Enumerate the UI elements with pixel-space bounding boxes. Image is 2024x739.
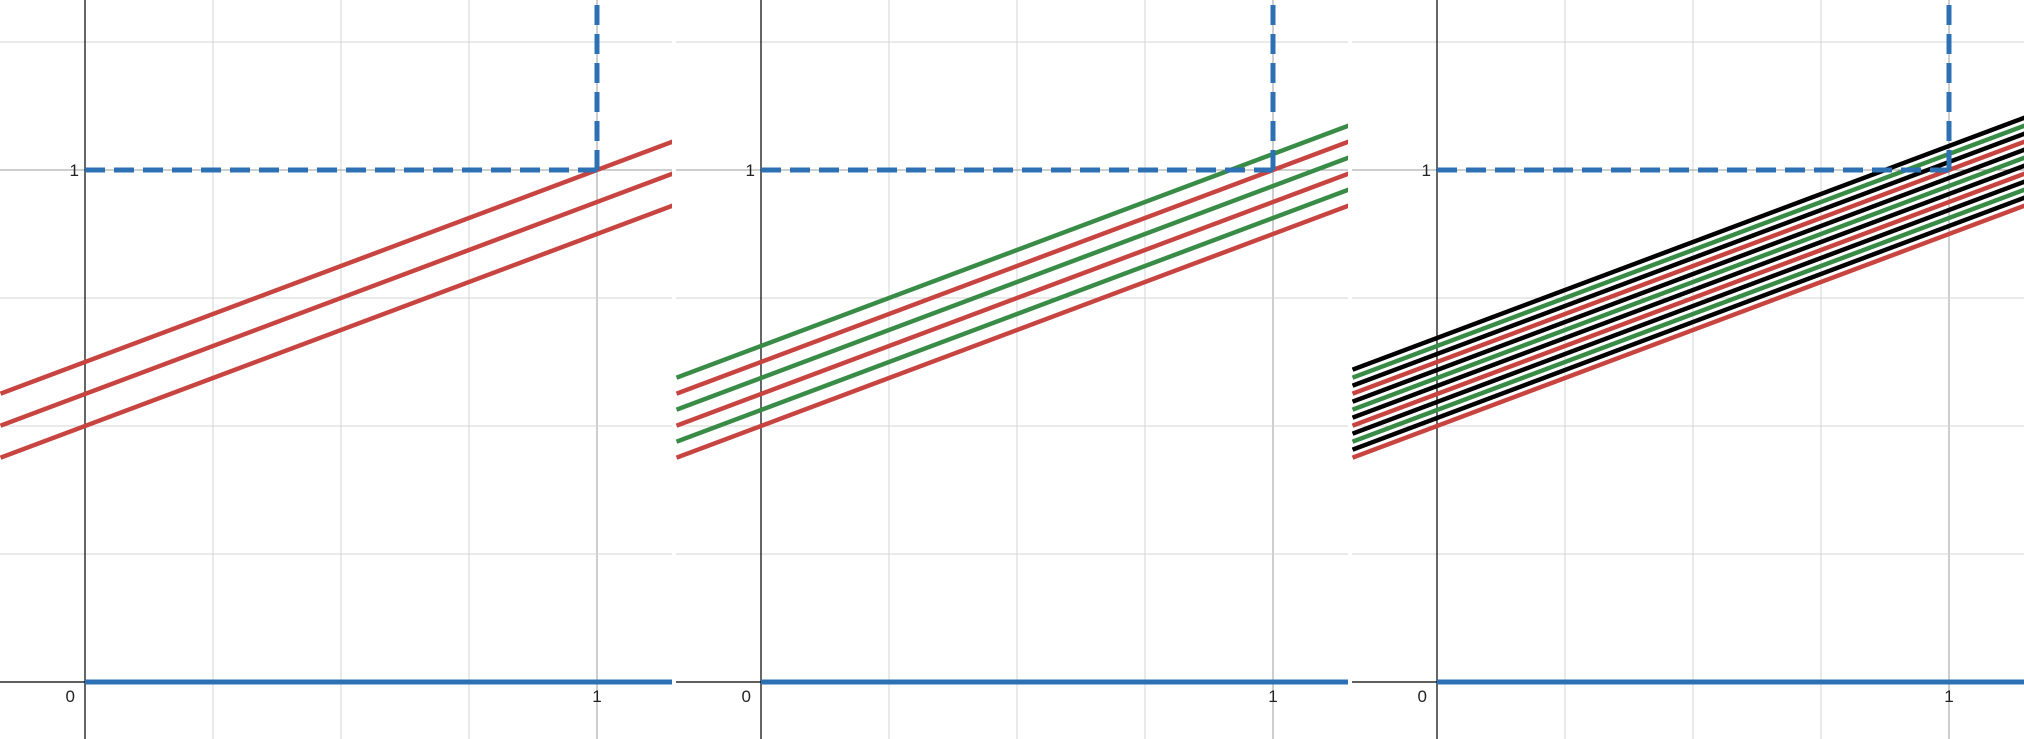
graph-panel-1: 0 1 1 [0,0,672,739]
series-line-red [676,139,1348,396]
series-line-green [1352,187,2024,444]
tick-label-origin: 0 [742,687,751,706]
tick-label-y-1: 1 [70,161,79,180]
series-line-red [0,171,672,428]
plot-area: 0 1 1 [0,0,672,739]
series-line-red [1352,203,2024,460]
series-line-red [0,203,672,460]
series-line-black [1352,115,2024,372]
series-line-red [1352,139,2024,396]
series-line-black [1352,195,2024,452]
tick-label-x-1: 1 [1268,687,1277,706]
tick-label-y-1: 1 [1422,161,1431,180]
series-line-red [1352,171,2024,428]
tick-label-origin: 0 [1418,687,1427,706]
graph-panel-2: 0 1 1 [676,0,1348,739]
plot-area: 0 1 1 [676,0,1348,739]
series-line-green [1352,123,2024,380]
graph-panel-3: 0 1 1 [1352,0,2024,739]
series-line-green [676,123,1348,380]
series-line-red [676,203,1348,460]
series-line-black [1352,147,2024,404]
grid [676,0,1348,739]
series-line-red [0,139,672,396]
series-line-red [676,171,1348,428]
tick-label-y-1: 1 [746,161,755,180]
grid [0,0,672,739]
series-line-green [1352,155,2024,412]
tick-label-x-1: 1 [1944,687,1953,706]
tick-label-origin: 0 [66,687,75,706]
tick-label-x-1: 1 [592,687,601,706]
plot-area: 0 1 1 [1352,0,2024,739]
series-line-black [1352,131,2024,388]
series-line-green [676,155,1348,412]
series-line-green [676,187,1348,444]
series-line-black [1352,179,2024,436]
series-line-black [1352,163,2024,420]
grid [1352,0,2024,739]
